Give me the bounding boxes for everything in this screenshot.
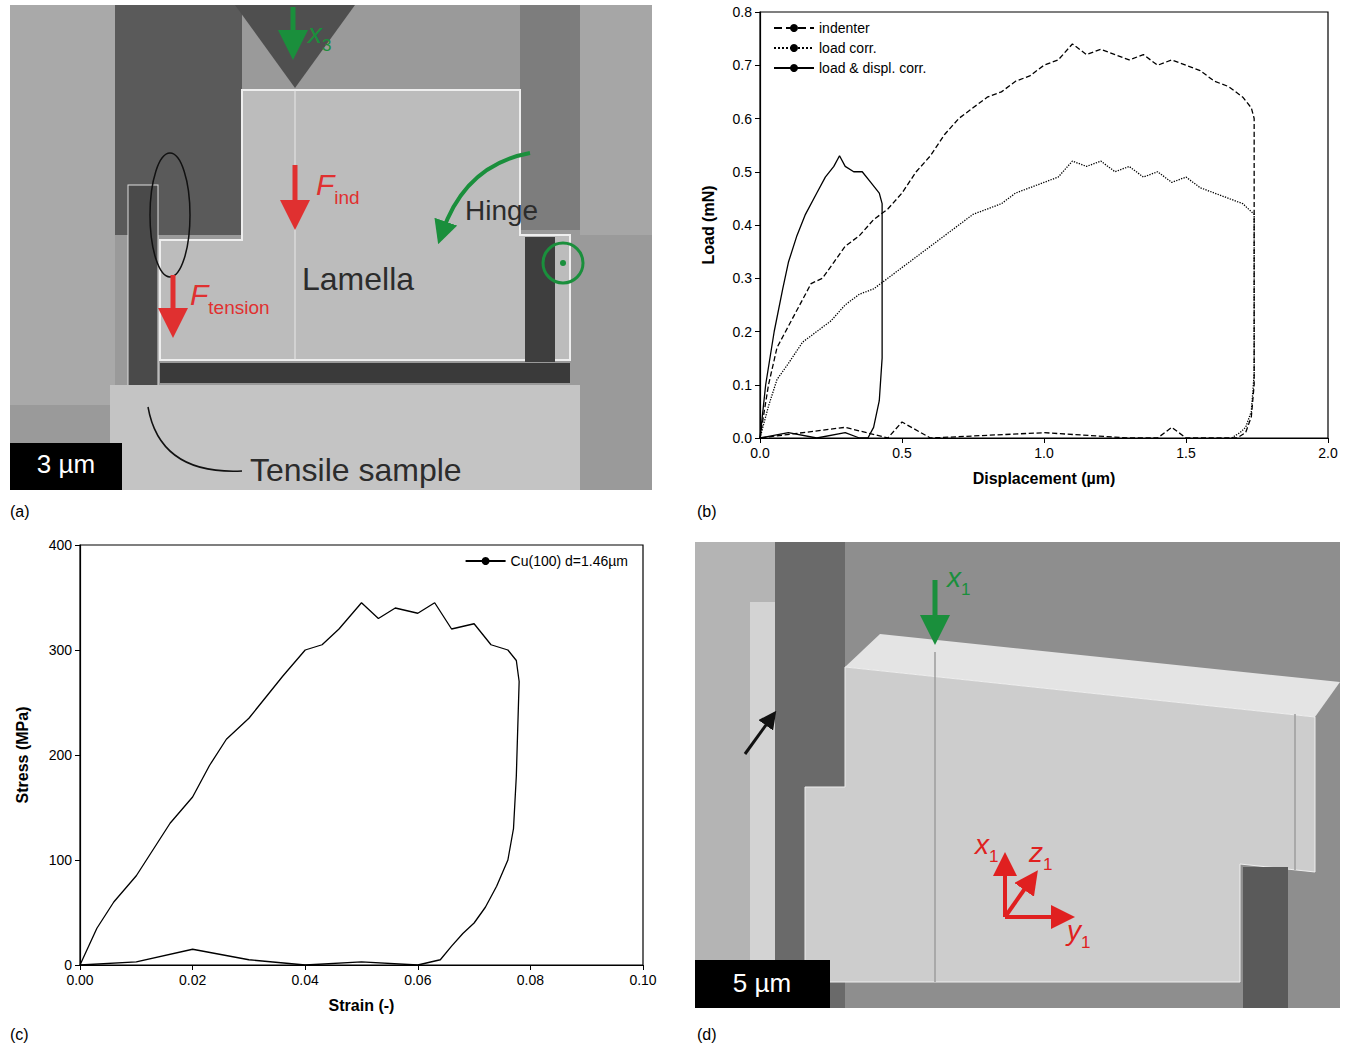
svg-text:5 µm: 5 µm (733, 968, 791, 998)
svg-text:0.04: 0.04 (292, 972, 319, 988)
svg-text:1.0: 1.0 (1034, 445, 1054, 461)
svg-text:Displacement (µm): Displacement (µm) (973, 470, 1116, 487)
html-text:(c): (c) (10, 1026, 29, 1043)
svg-text:x1: x1 (973, 829, 998, 866)
svg-text:0.3: 0.3 (733, 270, 753, 286)
svg-text:0.1: 0.1 (733, 377, 753, 393)
svg-text:400: 400 (49, 537, 73, 553)
svg-text:2.0: 2.0 (1318, 445, 1338, 461)
svg-text:Cu(100) d=1.46µm: Cu(100) d=1.46µm (511, 553, 628, 569)
svg-text:Lamella: Lamella (302, 261, 414, 297)
svg-text:300: 300 (49, 642, 73, 658)
svg-text:0.0: 0.0 (750, 445, 770, 461)
svg-text:load corr.: load corr. (819, 40, 877, 56)
svg-text:Stress (MPa): Stress (MPa) (14, 707, 31, 804)
svg-text:1.5: 1.5 (1176, 445, 1196, 461)
svg-text:0.5: 0.5 (892, 445, 912, 461)
svg-text:0.8: 0.8 (733, 4, 753, 20)
svg-text:Load (mN): Load (mN) (700, 185, 717, 264)
svg-text:Strain (-): Strain (-) (329, 997, 395, 1014)
svg-text:x3: x3 (306, 18, 331, 55)
svg-text:0.08: 0.08 (517, 972, 544, 988)
svg-text:0.06: 0.06 (404, 972, 431, 988)
svg-text:load & displ. corr.: load & displ. corr. (819, 60, 926, 76)
svg-text:0.6: 0.6 (733, 111, 753, 127)
svg-text:Tensile sample: Tensile sample (250, 452, 462, 488)
svg-text:0.2: 0.2 (733, 324, 753, 340)
svg-text:y1: y1 (1065, 915, 1090, 952)
svg-text:200: 200 (49, 747, 73, 763)
svg-text:0.00: 0.00 (66, 972, 93, 988)
html-text:(b): (b) (697, 503, 717, 520)
svg-text:Hinge: Hinge (465, 195, 538, 226)
svg-text:0.5: 0.5 (733, 164, 753, 180)
svg-text:Ftension: Ftension (190, 278, 270, 318)
svg-text:0.7: 0.7 (733, 57, 753, 73)
svg-text:0.10: 0.10 (629, 972, 656, 988)
svg-text:Find: Find (316, 168, 360, 208)
svg-text:0.02: 0.02 (179, 972, 206, 988)
html-text:(a): (a) (10, 503, 30, 520)
svg-text:indenter: indenter (819, 20, 870, 36)
svg-text:0: 0 (64, 957, 72, 973)
svg-text:z1: z1 (1028, 837, 1052, 874)
svg-text:100: 100 (49, 852, 73, 868)
svg-text:3 µm: 3 µm (37, 449, 95, 479)
svg-text:0.0: 0.0 (733, 430, 753, 446)
svg-text:x1: x1 (945, 562, 970, 599)
html-text:(d): (d) (697, 1026, 717, 1043)
svg-text:0.4: 0.4 (733, 217, 753, 233)
